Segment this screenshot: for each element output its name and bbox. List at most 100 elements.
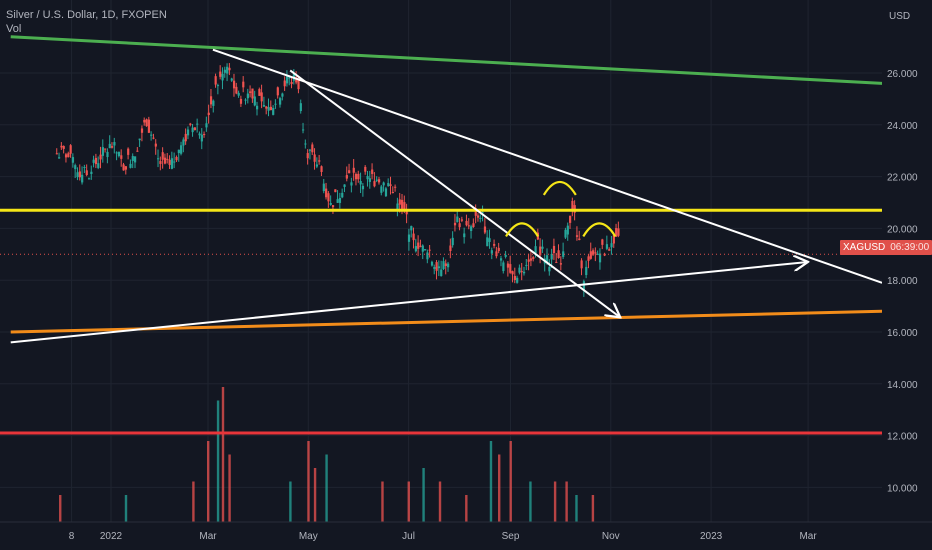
candle-body xyxy=(608,249,611,251)
candle-body xyxy=(518,267,521,273)
candle-body xyxy=(267,107,270,111)
candle-body xyxy=(249,91,252,93)
candle-body xyxy=(499,258,503,261)
candle-body xyxy=(345,175,348,179)
price-tick-label: 26.000 xyxy=(887,69,918,80)
candle-body xyxy=(134,156,137,163)
candle-body xyxy=(605,244,609,249)
candle-body xyxy=(283,80,286,87)
candle-body xyxy=(444,263,447,267)
candle-body xyxy=(575,235,579,237)
candle-body xyxy=(405,210,408,215)
candle-body xyxy=(272,108,275,115)
time-tick-label: Sep xyxy=(502,531,520,542)
time-tick-label: Jul xyxy=(402,531,415,542)
candle-body xyxy=(113,142,116,146)
candle-body xyxy=(447,263,450,268)
candle-body xyxy=(251,88,254,99)
candle-body xyxy=(145,119,148,127)
volume-bar xyxy=(565,481,568,522)
candle-body xyxy=(279,98,282,105)
candle-body xyxy=(414,246,418,252)
candle-body xyxy=(589,251,592,259)
candle-body xyxy=(311,144,314,153)
candle-body xyxy=(509,264,512,273)
candle-body xyxy=(417,242,420,249)
candle-body xyxy=(226,66,229,74)
price-tick-label: 16.000 xyxy=(887,328,918,339)
pattern-arc xyxy=(505,222,539,237)
volume-bar xyxy=(529,481,532,522)
time-tick-label: Mar xyxy=(799,531,817,542)
price-tag-symbol: XAGUSD xyxy=(843,242,886,253)
candle-body xyxy=(403,202,406,210)
candle-body xyxy=(481,212,484,214)
candle-body xyxy=(366,176,369,180)
candle-body xyxy=(585,266,588,276)
candle-body xyxy=(359,181,362,185)
candle-body xyxy=(157,158,160,160)
candle-body xyxy=(196,123,199,125)
candle-body xyxy=(327,193,330,202)
candle-body xyxy=(550,253,553,260)
trend-line-descending xyxy=(212,48,883,284)
volume-bar xyxy=(498,454,501,522)
candle-body xyxy=(108,143,111,149)
candle-body xyxy=(166,158,169,160)
volume-bar xyxy=(307,441,310,522)
price-axis-bg xyxy=(882,0,932,550)
candle-body xyxy=(467,225,470,227)
candle-body xyxy=(304,143,307,145)
candle-body xyxy=(398,199,401,205)
candle-body xyxy=(474,208,477,216)
candle-body xyxy=(331,205,335,208)
candle-body xyxy=(389,184,392,186)
candle-body xyxy=(274,103,277,105)
candle-body xyxy=(138,138,141,141)
candle-body xyxy=(129,163,132,168)
candle-body xyxy=(228,67,231,71)
candle-body xyxy=(315,164,319,167)
candle-body xyxy=(212,100,215,106)
candle-body xyxy=(506,263,510,268)
candle-body xyxy=(336,199,339,203)
volume-bar xyxy=(438,481,442,522)
candle-body xyxy=(396,203,399,211)
candle-body xyxy=(594,252,597,254)
candle-body xyxy=(412,233,415,241)
candle-body xyxy=(117,151,121,157)
candle-body xyxy=(458,223,461,228)
candle-body xyxy=(78,171,81,178)
candle-body xyxy=(189,123,192,125)
trend-arrow xyxy=(10,262,807,344)
time-tick-label: 2023 xyxy=(700,531,723,542)
candle-body xyxy=(407,234,411,242)
candle-body xyxy=(488,238,491,242)
candle-body xyxy=(122,164,125,171)
candle-body xyxy=(472,223,475,227)
candle-body xyxy=(85,170,88,176)
candle-body xyxy=(325,188,328,198)
candle-body xyxy=(502,262,505,272)
candle-body xyxy=(55,153,58,155)
candle-body xyxy=(437,266,441,269)
candle-body xyxy=(205,123,208,128)
candle-body xyxy=(571,200,574,210)
candle-body xyxy=(150,134,153,136)
volume-bar xyxy=(216,400,220,522)
candle-body xyxy=(193,127,197,131)
time-tick-label: 8 xyxy=(69,531,75,542)
candle-body xyxy=(364,166,367,172)
candle-body xyxy=(136,150,139,152)
candle-body xyxy=(104,148,107,150)
candle-body xyxy=(269,106,273,111)
candle-body xyxy=(548,266,551,272)
candle-body xyxy=(348,170,351,174)
candle-body xyxy=(424,249,427,251)
candle-body xyxy=(276,87,279,96)
candle-body xyxy=(329,203,332,205)
candle-body xyxy=(352,167,355,173)
candle-body xyxy=(511,271,514,275)
volume-bar xyxy=(422,468,425,522)
